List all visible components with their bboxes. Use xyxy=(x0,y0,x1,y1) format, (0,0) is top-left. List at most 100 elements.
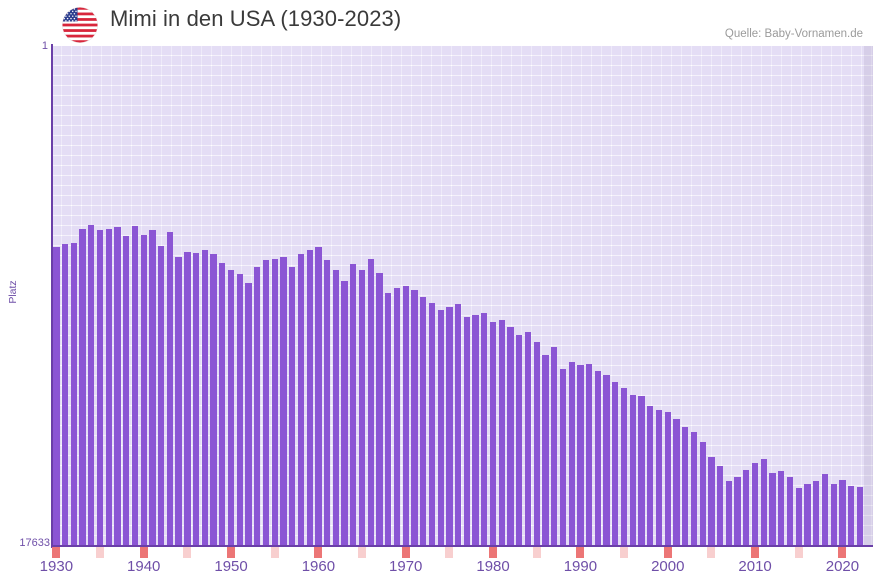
x-tick-minor xyxy=(358,547,367,558)
bar xyxy=(760,458,767,546)
bar xyxy=(481,312,488,546)
x-tick-major xyxy=(576,547,585,558)
bar xyxy=(123,235,130,546)
bar xyxy=(498,319,505,546)
bar xyxy=(227,270,235,546)
y-axis-line xyxy=(51,44,53,548)
bar xyxy=(568,362,575,546)
bar xyxy=(166,231,174,546)
x-axis-tick-label: 1960 xyxy=(301,558,336,575)
y-axis-bottom-label: 17633 xyxy=(19,537,50,549)
us-flag-icon xyxy=(62,7,98,43)
bar xyxy=(105,228,112,546)
bar xyxy=(751,462,759,546)
bar xyxy=(393,288,401,546)
bar xyxy=(516,335,523,546)
bar xyxy=(131,226,139,546)
bar xyxy=(149,230,156,546)
bar xyxy=(647,406,654,546)
bar xyxy=(454,304,462,546)
bar xyxy=(585,363,593,546)
bar xyxy=(254,267,261,546)
bar xyxy=(210,254,217,546)
bar xyxy=(245,282,252,546)
bar xyxy=(533,342,540,546)
bar xyxy=(376,272,383,546)
bar xyxy=(821,474,829,546)
plot-area xyxy=(52,46,873,546)
y-axis-top-label: 1 xyxy=(41,40,48,52)
bar xyxy=(664,411,671,546)
bar xyxy=(673,418,680,546)
bar xyxy=(786,477,794,546)
bar xyxy=(472,315,479,546)
bar xyxy=(332,270,339,546)
x-axis-labels: 1930 1940 1950 1960 1970 1980 1990 2000 2010 2020 xyxy=(0,558,873,584)
x-tick-major xyxy=(838,547,847,558)
bar xyxy=(70,243,77,546)
bar xyxy=(192,252,200,546)
bar xyxy=(61,244,69,546)
bar xyxy=(428,302,436,546)
bar xyxy=(655,410,663,546)
bar xyxy=(280,257,287,546)
bar xyxy=(79,228,86,546)
bar xyxy=(489,322,497,546)
bar xyxy=(734,477,741,546)
bar xyxy=(717,465,724,546)
x-tick-major xyxy=(489,547,498,558)
bar xyxy=(856,486,864,546)
x-axis-tick-label: 2020 xyxy=(825,558,860,575)
bar xyxy=(219,262,226,546)
bar xyxy=(725,481,733,546)
x-tick-minor xyxy=(532,547,541,558)
bar xyxy=(682,427,689,546)
x-axis-line xyxy=(52,545,873,547)
bar xyxy=(542,355,549,546)
bar xyxy=(620,387,628,546)
bar xyxy=(201,250,208,546)
bar xyxy=(708,457,715,546)
bar xyxy=(341,281,348,546)
bar xyxy=(690,431,698,546)
chart-title: Mimi in den USA (1930-2023) xyxy=(110,6,402,31)
x-tick-major xyxy=(663,547,672,558)
bar xyxy=(140,234,147,546)
bar xyxy=(158,245,165,546)
bar xyxy=(350,264,357,546)
bar xyxy=(603,374,610,546)
bar xyxy=(507,326,514,546)
bar xyxy=(629,394,636,546)
bar xyxy=(446,306,453,546)
bar xyxy=(402,285,409,546)
x-tick-minor xyxy=(794,547,803,558)
bar xyxy=(813,481,820,546)
bar xyxy=(743,469,750,546)
bar xyxy=(262,260,270,546)
bar xyxy=(612,382,619,546)
bar xyxy=(594,370,601,546)
bar xyxy=(420,296,427,546)
bar xyxy=(463,316,470,546)
x-tick-major xyxy=(52,547,61,558)
bar xyxy=(769,472,776,546)
bar xyxy=(358,270,366,546)
bar xyxy=(778,471,785,546)
bar xyxy=(315,247,322,546)
y-axis-title: Platz xyxy=(7,280,19,304)
bar xyxy=(297,254,305,546)
x-tick-major xyxy=(139,547,148,558)
x-axis-ticks xyxy=(52,547,873,559)
x-axis-tick-label: 1990 xyxy=(563,558,598,575)
bar xyxy=(114,227,121,546)
bar xyxy=(323,260,331,546)
x-tick-major xyxy=(227,547,236,558)
x-axis-tick-label: 1980 xyxy=(476,558,510,575)
bar xyxy=(411,289,418,546)
bar xyxy=(367,258,374,546)
x-axis-tick-label: 1950 xyxy=(214,558,248,575)
chart-header: Mimi in den USA (1930-2023) Quelle: Baby… xyxy=(0,0,873,46)
x-tick-minor xyxy=(270,547,279,558)
bar xyxy=(795,488,802,546)
x-tick-major xyxy=(751,547,760,558)
